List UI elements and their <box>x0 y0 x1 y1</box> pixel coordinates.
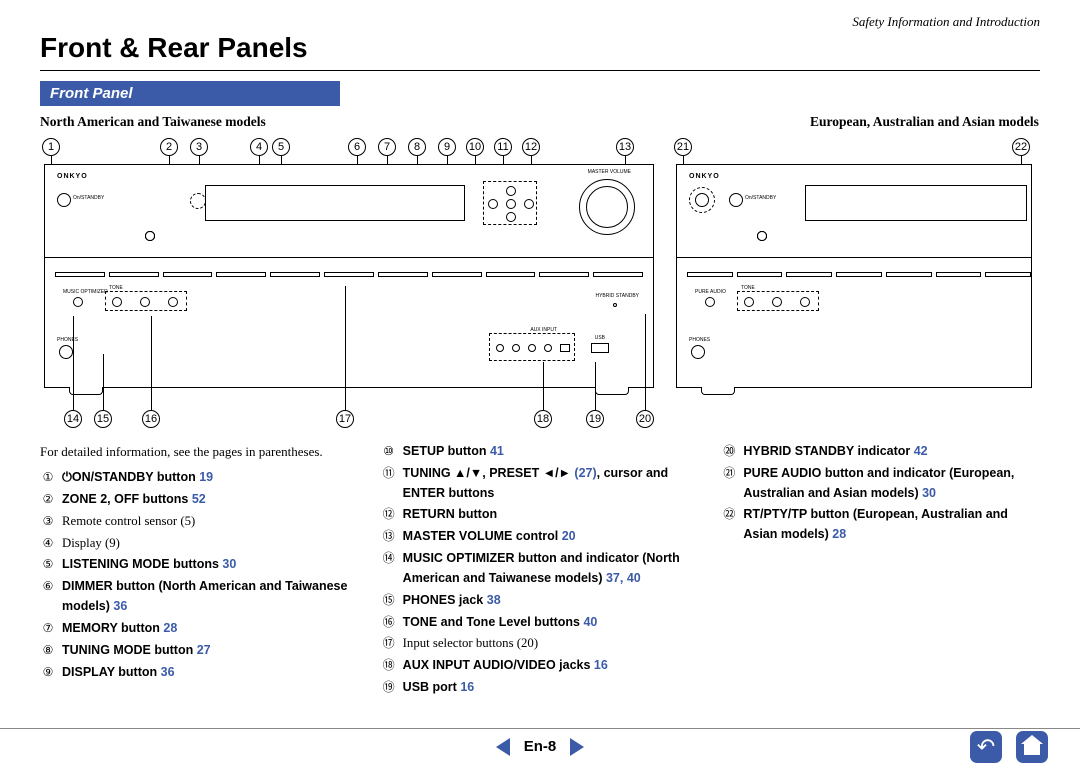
callout-19: 19 <box>586 410 604 428</box>
page-number: En-8 <box>524 738 557 755</box>
desc-item: ⑥DIMMER button (North American and Taiwa… <box>40 577 359 617</box>
desc-item: ㉑PURE AUDIO button and indicator (Europe… <box>721 464 1040 504</box>
display-window-eu <box>805 185 1027 221</box>
left-model-label: North American and Taiwanese models <box>40 114 660 130</box>
desc-item: ⑲USB port 16 <box>381 678 700 698</box>
callout-13: 13 <box>616 138 634 156</box>
callout-7: 7 <box>378 138 396 156</box>
on-standby-btn-eu <box>729 193 743 207</box>
next-page-icon[interactable] <box>570 738 584 756</box>
callout-20: 20 <box>636 410 654 428</box>
input-selector-row <box>55 265 643 283</box>
callout-3: 3 <box>190 138 208 156</box>
usb-port <box>591 343 609 353</box>
col-1: For detailed information, see the pages … <box>40 442 359 700</box>
descriptions: For detailed information, see the pages … <box>40 442 1040 700</box>
receiver-body: ONKYO On/STANDBY MASTER VOLUME <box>44 164 654 388</box>
desc-item: ⑦MEMORY button 28 <box>40 619 359 639</box>
callout-5: 5 <box>272 138 290 156</box>
callout-4: 4 <box>250 138 268 156</box>
desc-item: ①⏻ON/STANDBY button 19 <box>40 468 359 488</box>
phones-jack <box>59 345 73 359</box>
callout-18: 18 <box>534 410 552 428</box>
page-title: Front & Rear Panels <box>40 32 1040 64</box>
callout-21: 21 <box>674 138 692 156</box>
callout-12: 12 <box>522 138 540 156</box>
desc-item: ④Display (9) <box>40 534 359 554</box>
brand-logo: ONKYO <box>57 173 88 180</box>
tuning-preset-box <box>483 181 537 225</box>
header-caption: Safety Information and Introduction <box>852 14 1040 30</box>
receiver-body-eu: ONKYO On/STANDBY PURE AUDIO <box>676 164 1032 388</box>
callout-2: 2 <box>160 138 178 156</box>
desc-item: ⑰Input selector buttons (20) <box>381 634 700 654</box>
callout-15: 15 <box>94 410 112 428</box>
callout-8: 8 <box>408 138 426 156</box>
callout-1: 1 <box>42 138 60 156</box>
prev-page-icon[interactable] <box>496 738 510 756</box>
desc-item: ⑮PHONES jack 38 <box>381 591 700 611</box>
display-window <box>205 185 465 221</box>
right-model-label: European, Australian and Asian models <box>810 114 1040 130</box>
aux-input-box <box>489 333 575 361</box>
desc-item: ②ZONE 2, OFF buttons 52 <box>40 490 359 510</box>
desc-item: ⑪TUNING ▲/▼, PRESET ◄/► (27), cursor and… <box>381 464 700 504</box>
model-labels-row: North American and Taiwanese models Euro… <box>40 114 1040 130</box>
callout-16: 16 <box>142 410 160 428</box>
desc-item: ⑳HYBRID STANDBY indicator 42 <box>721 442 1040 462</box>
desc-item: ⑤LISTENING MODE buttons 30 <box>40 555 359 575</box>
diagram-row: 1 2 3 4 5 6 7 8 9 10 11 12 13 <box>40 136 1040 436</box>
front-panel-diagram-eu: 21 22 ONKYO On/STANDBY <box>672 136 1040 436</box>
callout-11: 11 <box>494 138 512 156</box>
callout-22: 22 <box>1012 138 1030 156</box>
remote-sensor <box>190 193 206 209</box>
callout-17: 17 <box>336 410 354 428</box>
desc-item: ⑩SETUP button 41 <box>381 442 700 462</box>
callout-10: 10 <box>466 138 484 156</box>
callout-9: 9 <box>438 138 456 156</box>
home-icon[interactable] <box>1016 731 1048 763</box>
desc-item: ⑫RETURN button <box>381 505 700 525</box>
hybrid-standby-led <box>613 303 617 307</box>
col-3: ⑳HYBRID STANDBY indicator 42㉑PURE AUDIO … <box>721 442 1040 700</box>
desc-item: ⑧TUNING MODE button 27 <box>40 641 359 661</box>
front-panel-diagram-na: 1 2 3 4 5 6 7 8 9 10 11 12 13 <box>40 136 660 436</box>
on-standby-btn <box>57 193 71 207</box>
lead-text: For detailed information, see the pages … <box>40 442 359 462</box>
desc-item: ⑨DISPLAY button 36 <box>40 663 359 683</box>
music-optimizer-btn <box>73 297 83 307</box>
title-rule <box>40 70 1040 71</box>
desc-item: ⑬MASTER VOLUME control 20 <box>381 527 700 547</box>
pure-audio-btn <box>689 187 715 213</box>
master-volume-knob <box>579 179 635 235</box>
back-icon[interactable]: ↶ <box>970 731 1002 763</box>
desc-item: ㉒RT/PTY/TP button (European, Australian … <box>721 505 1040 545</box>
desc-item: ③Remote control sensor (5) <box>40 512 359 532</box>
col-2: ⑩SETUP button 41⑪TUNING ▲/▼, PRESET ◄/► … <box>381 442 700 700</box>
tone-buttons-box <box>105 291 187 311</box>
desc-item: ⑱AUX INPUT AUDIO/VIDEO jacks 16 <box>381 656 700 676</box>
brand-logo-eu: ONKYO <box>689 173 720 180</box>
desc-item: ⑭MUSIC OPTIMIZER button and indicator (N… <box>381 549 700 589</box>
desc-item: ⑯TONE and Tone Level buttons 40 <box>381 613 700 633</box>
callout-14: 14 <box>64 410 82 428</box>
mode-button-row <box>145 231 553 251</box>
callout-6: 6 <box>348 138 366 156</box>
page-footer: En-8 ↶ <box>0 728 1080 764</box>
section-heading: Front Panel <box>40 81 340 106</box>
